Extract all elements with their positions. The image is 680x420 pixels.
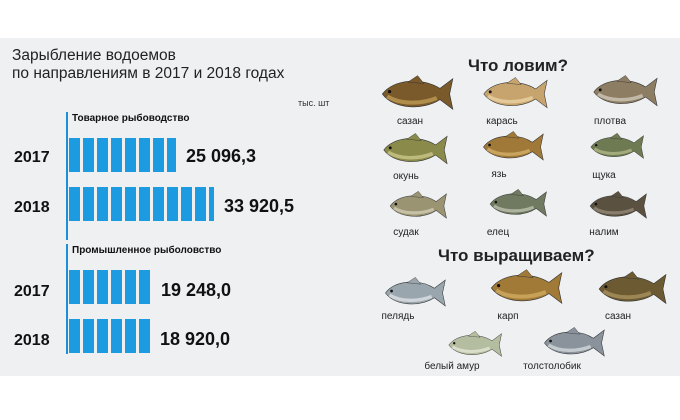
fish-name: пелядь: [381, 311, 415, 322]
bar: [69, 319, 150, 353]
bar-segment: [153, 138, 164, 172]
fish-icon: [432, 330, 516, 365]
fish-icon: [474, 188, 560, 225]
fish-name: налим: [589, 227, 619, 238]
bar: [69, 187, 214, 221]
series-label-commercial: Товарное рыбоводство: [72, 113, 190, 124]
bar-segment: [97, 319, 108, 353]
fish-name: судак: [393, 227, 419, 238]
chart-title: Зарыбление водоемов по направлениям в 20…: [12, 47, 342, 83]
fish-name: елец: [486, 227, 510, 238]
fish-name: язь: [491, 169, 507, 180]
bar-segment: [111, 270, 122, 304]
section-divider: [66, 112, 68, 240]
bar-segment: [181, 187, 192, 221]
bar-segment: [139, 138, 150, 172]
fish-icon: [372, 74, 460, 119]
bar-segment: [209, 187, 214, 221]
bar-segment: [111, 138, 122, 172]
fish-name: плотва: [593, 116, 627, 127]
bar-segment: [139, 319, 150, 353]
bar-segment: [139, 187, 150, 221]
fish-icon: [528, 326, 618, 365]
fish-name: сазан: [396, 116, 424, 127]
data-label: 25 096,3: [186, 146, 257, 166]
fish-icon: [566, 132, 666, 167]
bar-segment: [125, 270, 136, 304]
year-label: 2018: [14, 199, 50, 216]
fish-name: карась: [486, 116, 518, 127]
bar-segment: [69, 270, 80, 304]
bar-segment: [69, 319, 80, 353]
bar-segment: [97, 187, 108, 221]
bar-segment: [97, 270, 108, 304]
bar-segment: [125, 138, 136, 172]
fish-icon: [470, 130, 554, 169]
fish-icon: [472, 76, 556, 117]
fish-name: окунь: [393, 171, 419, 182]
bar: [69, 138, 176, 172]
bar-segment: [139, 270, 150, 304]
data-label: 18 920,0: [160, 329, 231, 349]
bar-segment: [125, 319, 136, 353]
section-divider: [66, 244, 68, 354]
fish-name: сазан: [604, 311, 632, 322]
bar-segment: [111, 319, 122, 353]
bar-segment: [69, 138, 80, 172]
bar-segment: [83, 138, 94, 172]
bar-segment: [69, 187, 80, 221]
fish-icon: [586, 74, 662, 115]
bar-segment: [97, 138, 108, 172]
year-label: 2017: [14, 149, 50, 166]
fish-name: белый амур: [424, 361, 480, 372]
year-label: 2017: [14, 283, 50, 300]
chart-title-line-1: Зарыбление водоемов: [12, 47, 176, 64]
bar-segment: [83, 270, 94, 304]
fish-name: щука: [592, 170, 616, 181]
year-label: 2018: [14, 332, 50, 349]
fish-icon: [374, 190, 460, 227]
farm-heading: Что выращиваем?: [438, 246, 595, 265]
fish-icon: [566, 190, 668, 227]
bar-segment: [153, 187, 164, 221]
fish-name: толстолобик: [523, 361, 581, 372]
fish-name: карп: [497, 311, 519, 322]
bar-segment: [83, 319, 94, 353]
data-label: 19 248,0: [161, 280, 232, 300]
bar: [69, 270, 151, 304]
bar-segment: [125, 187, 136, 221]
data-label: 33 920,5: [224, 196, 295, 216]
catch-heading: Что ловим?: [468, 56, 568, 75]
bar-segment: [167, 138, 176, 172]
bar-segment: [195, 187, 206, 221]
fish-icon: [374, 132, 454, 173]
bar-segment: [167, 187, 178, 221]
bar-segment: [111, 187, 122, 221]
series-label-industrial: Промышленное рыболовство: [72, 245, 222, 256]
bar-segment: [83, 187, 94, 221]
fish-icon: [376, 276, 452, 315]
chart-title-line-2: по направлениям в 2017 и 2018 годах: [12, 65, 285, 82]
fish-icon: [588, 270, 674, 313]
unit-label: тыс. шт: [298, 98, 330, 108]
fish-icon: [482, 268, 568, 313]
